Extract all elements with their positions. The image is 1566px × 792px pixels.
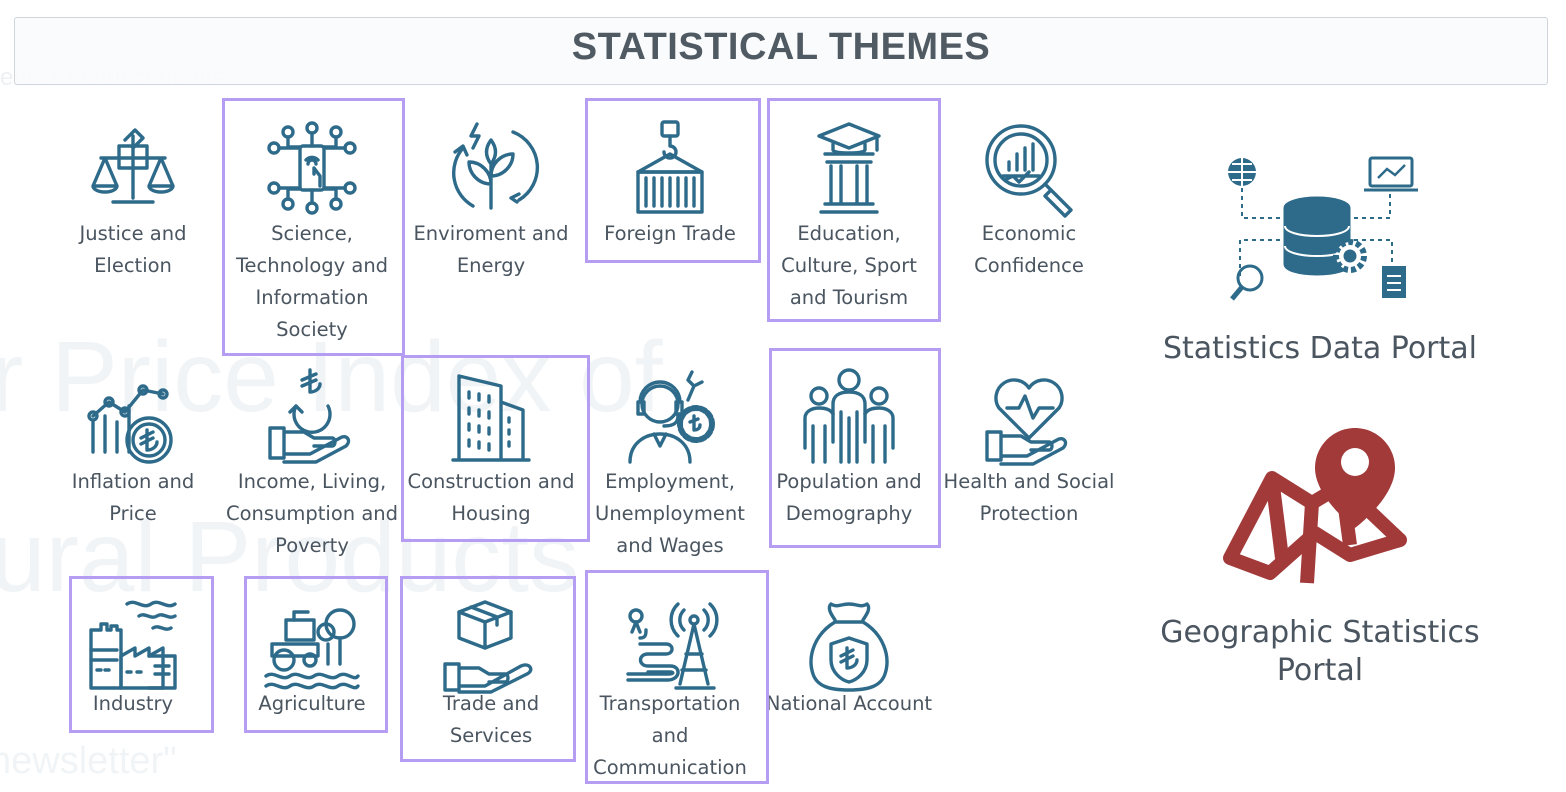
theme-label: Health and Social Protection: [943, 470, 1115, 525]
tractor-icon: [262, 594, 362, 694]
theme-justice-and-election[interactable]: Justice and Election: [43, 100, 223, 280]
theme-inflation-and-price[interactable]: Inflation and Price: [43, 348, 223, 528]
map-pin-icon: [1215, 418, 1425, 608]
road-antenna-icon: [620, 594, 720, 694]
hand-coin-icon: [262, 366, 362, 466]
building-icon: [441, 366, 541, 466]
theme-construction-and-housing[interactable]: Construction and Housing: [401, 348, 581, 528]
scales-ballot-icon: [83, 118, 183, 218]
theme-label: Population and Demography: [776, 470, 922, 525]
factory-icon: [83, 594, 183, 694]
theme-label: Trade and Services: [442, 692, 540, 747]
theme-transportation-and-communication[interactable]: Transportation and Communication: [580, 576, 760, 779]
theme-agriculture[interactable]: Agriculture: [222, 576, 402, 756]
database-network-icon: [1220, 150, 1420, 310]
theme-label: Employment, Unemployment and Wages: [595, 470, 745, 557]
theme-industry[interactable]: Industry: [43, 576, 223, 756]
theme-label: Economic Confidence: [974, 222, 1084, 277]
theme-science-technology-and-information-society[interactable]: Science, Technology and Information Soci…: [222, 100, 402, 341]
theme-label: Income, Living, Consumption and Poverty: [225, 470, 399, 557]
plant-energy-icon: [441, 118, 541, 218]
graduation-column-icon: [799, 118, 899, 218]
theme-label: National Account: [765, 692, 933, 715]
cargo-container-icon: [620, 118, 720, 218]
theme-economic-confidence[interactable]: Economic Confidence: [939, 100, 1119, 280]
theme-label: Foreign Trade: [604, 222, 736, 245]
geographic-statistics-portal-link[interactable]: Geographic Statistics Portal: [1130, 418, 1510, 690]
people-group-icon: [799, 366, 899, 466]
theme-enviroment-and-energy[interactable]: Enviroment and Energy: [401, 100, 581, 280]
theme-label: Construction and Housing: [407, 470, 575, 525]
smartphone-network-icon: [262, 118, 362, 218]
statistics-data-portal-link[interactable]: Statistics Data Portal: [1130, 150, 1510, 368]
theme-national-account[interactable]: National Account: [759, 576, 939, 756]
theme-income-living-consumption-and-poverty[interactable]: Income, Living, Consumption and Poverty: [222, 348, 402, 557]
theme-population-and-demography[interactable]: Population and Demography: [759, 348, 939, 528]
theme-label: Science, Technology and Information Soci…: [235, 222, 389, 341]
theme-label: Inflation and Price: [71, 470, 195, 525]
worker-gear-icon: [620, 366, 720, 466]
statistics-data-portal-title: Statistics Data Portal: [1162, 331, 1478, 366]
theme-employment-unemployment-and-wages[interactable]: Employment, Unemployment and Wages: [580, 348, 760, 557]
theme-label: Education, Culture, Sport and Tourism: [781, 222, 917, 309]
theme-label: Transportation and Communication: [593, 692, 747, 779]
magnifier-chart-icon: [979, 118, 1079, 218]
theme-trade-and-services[interactable]: Trade and Services: [401, 576, 581, 756]
page-title: STATISTICAL THEMES: [571, 26, 991, 68]
geographic-statistics-portal-title: Geographic Statistics Portal: [1160, 615, 1480, 688]
theme-label: Agriculture: [258, 692, 366, 715]
heart-hand-icon: [979, 366, 1079, 466]
theme-foreign-trade[interactable]: Foreign Trade: [580, 100, 760, 280]
theme-health-and-social-protection[interactable]: Health and Social Protection: [939, 348, 1119, 528]
themes-header-bar: [14, 17, 1548, 85]
money-bag-icon: [799, 594, 899, 694]
chart-coin-icon: [83, 366, 183, 466]
theme-education-culture-sport-and-tourism[interactable]: Education, Culture, Sport and Tourism: [759, 100, 939, 309]
theme-label: Enviroment and Energy: [413, 222, 569, 277]
theme-label: Justice and Election: [79, 222, 187, 277]
theme-label: Industry: [92, 692, 174, 715]
box-hand-icon: [441, 594, 541, 694]
